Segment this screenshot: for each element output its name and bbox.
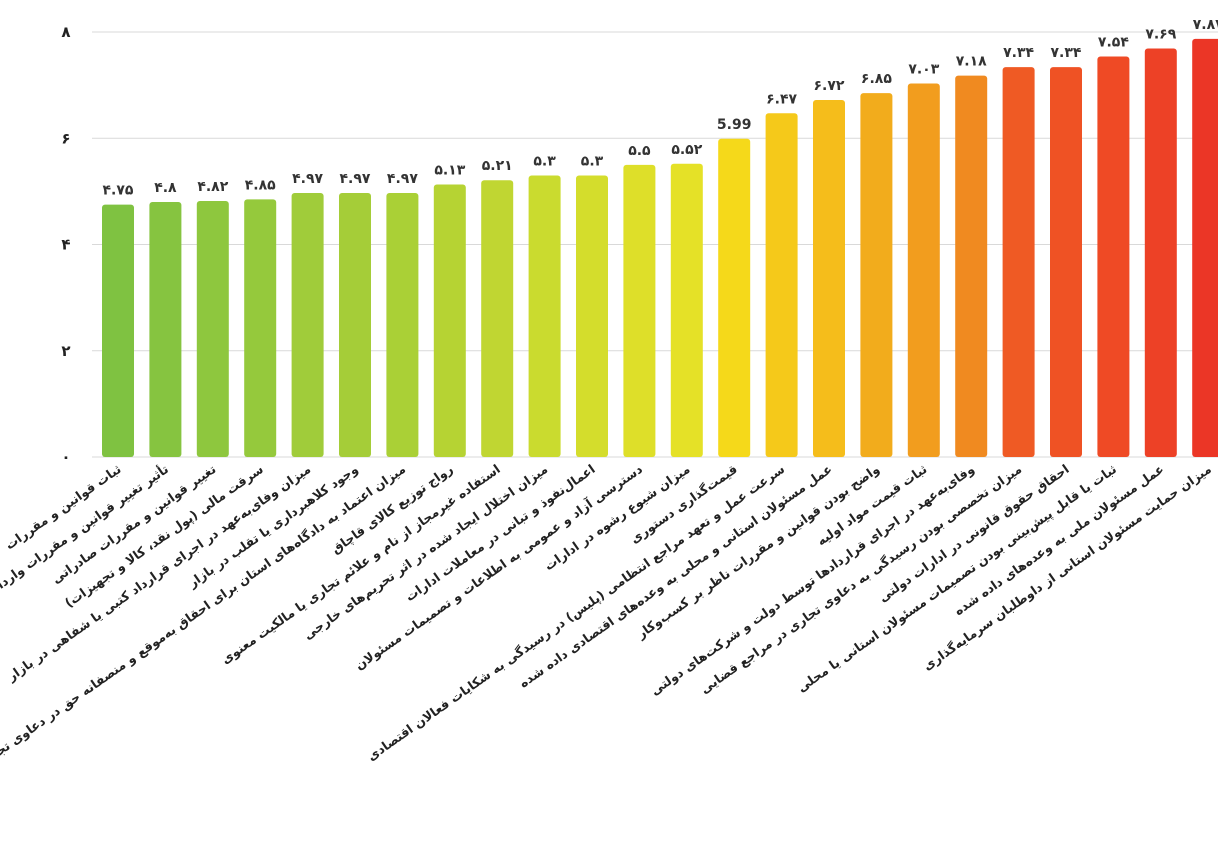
y-tick-label: ۰ — [61, 448, 70, 466]
bar — [386, 192, 419, 457]
y-tick-label: ۸ — [61, 23, 70, 41]
bar-value-label: ۶.۸۵ — [861, 71, 892, 87]
bar — [1144, 48, 1177, 457]
bar — [433, 184, 466, 457]
bar — [623, 164, 656, 457]
bar-value-label: ۵.۱۳ — [434, 162, 465, 178]
bar — [528, 175, 561, 457]
bar — [907, 83, 940, 457]
bar — [291, 192, 324, 457]
bar-value-label: ۷.۰۳ — [908, 62, 939, 78]
bar-value-label: ۷.۵۴ — [1098, 34, 1129, 50]
bar-value-label: ۷.۳۴ — [1051, 45, 1082, 61]
bar — [955, 75, 988, 457]
bar — [813, 100, 845, 457]
y-axis-tick-labels: ۰ ۲ ۴ ۶ ۸ — [61, 23, 70, 466]
bar — [1002, 67, 1035, 457]
bars — [102, 38, 1218, 457]
bar-value-label: ۴.۸ — [154, 180, 177, 196]
y-tick-label: ۴ — [61, 236, 70, 254]
bar — [102, 204, 134, 457]
bar-value-label: 5.99 — [717, 117, 752, 133]
bar — [196, 200, 229, 457]
bar — [860, 93, 893, 457]
bar — [149, 202, 182, 457]
bar-value-label: ۴.۸۵ — [245, 177, 276, 193]
bar-value-label: ۶.۷۲ — [814, 78, 845, 94]
bar-value-label: ۷.۶۹ — [1145, 26, 1176, 42]
category-labels: ثبات قوانین و مقررات تأثیر تغییر قوانین و… — [0, 460, 1214, 771]
bar-value-label: ۶.۴۷ — [766, 91, 797, 107]
bar — [576, 175, 608, 457]
bar-value-label: ۴.۸۲ — [197, 179, 228, 195]
bar — [481, 180, 514, 457]
bar-value-label: ۵.۳ — [581, 153, 604, 169]
bar — [765, 113, 798, 457]
bar-value-label: ۷.۳۴ — [1003, 45, 1034, 61]
bar-value-label: ۵.۲۱ — [482, 158, 513, 174]
bar-value-label: ۵.۵ — [628, 143, 651, 159]
bar — [718, 138, 751, 457]
bar-value-label: ۷.۸۷ — [1193, 17, 1218, 33]
bar-value-label: ۷.۱۸ — [956, 54, 987, 70]
bar-value-label: ۴.۹۷ — [292, 171, 323, 187]
bar — [1050, 67, 1082, 457]
bar-value-label: ۴.۷۵ — [103, 183, 134, 199]
bar — [1192, 38, 1218, 457]
bar — [670, 163, 703, 457]
bar — [1097, 56, 1130, 457]
bar — [339, 192, 371, 457]
bar — [244, 199, 277, 457]
y-tick-label: ۶ — [61, 129, 70, 147]
y-tick-label: ۲ — [61, 342, 70, 360]
value-labels: ۴.۷۵ ۴.۸ ۴.۸۲ ۴.۸۵ ۴.۹۷ ۴.۹۷ ۴.۹۷ ۵.۱۳ ۵.۲۱ ۵.۳ ۵.… — [103, 17, 1218, 199]
bar-value-label: ۴.۹۷ — [340, 171, 371, 187]
bar-value-label: ۴.۹۷ — [387, 171, 418, 187]
bar-value-label: ۵.۳ — [533, 153, 556, 169]
bar-value-label: ۵.۵۲ — [671, 142, 702, 158]
